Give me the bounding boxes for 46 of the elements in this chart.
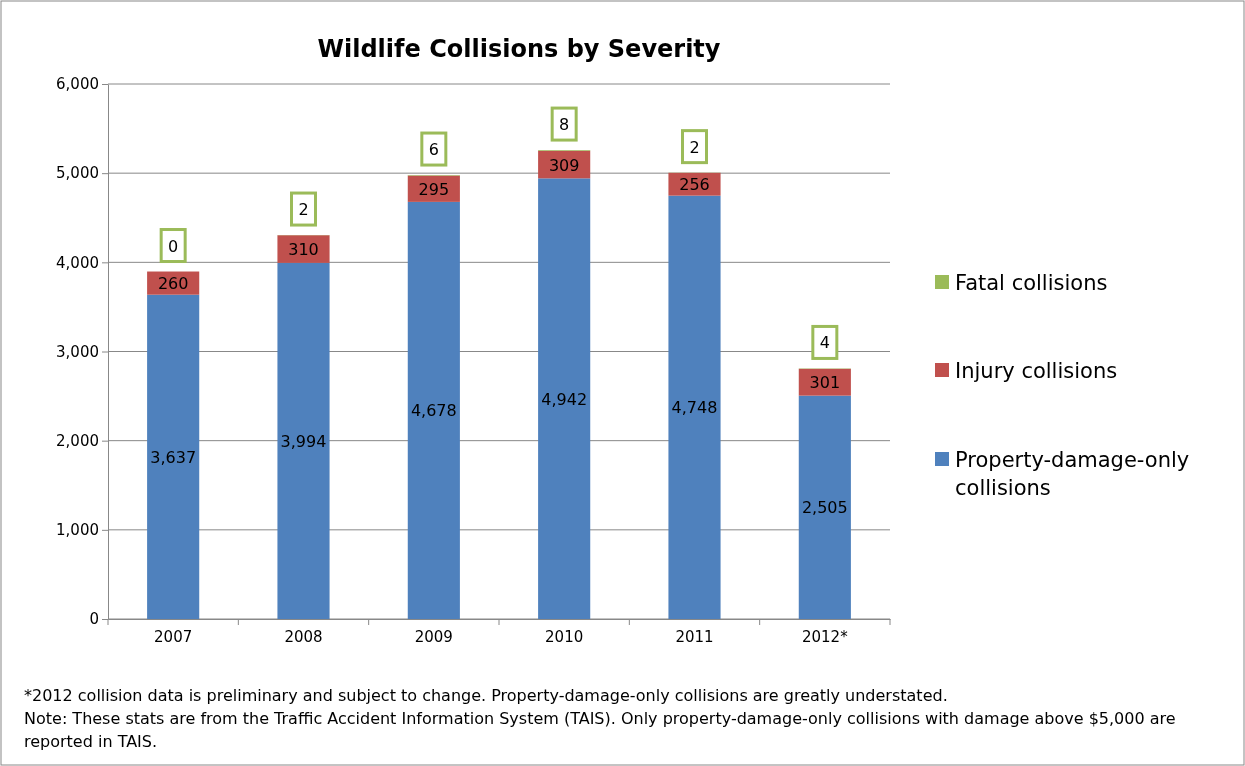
y-tick-label: 4,000 [56, 253, 99, 272]
x-tick-label: 2007 [154, 627, 193, 646]
data-label: 3,637 [150, 447, 197, 467]
bar [277, 262, 330, 619]
data-label: 310 [288, 240, 319, 260]
data-label: 2,505 [801, 498, 848, 518]
y-tick-label: 5,000 [56, 164, 99, 183]
data-label: 8 [559, 115, 570, 135]
legend-label: Injury collisions [955, 359, 1118, 383]
chart-title: Wildlife Collisions by Severity [317, 35, 721, 63]
data-label: 260 [157, 274, 189, 294]
data-label: 0 [168, 236, 179, 256]
data-label: 3,994 [280, 431, 327, 451]
data-label: 301 [809, 373, 841, 393]
bar [668, 195, 721, 619]
data-label: 4,942 [541, 389, 588, 409]
data-label: 2 [298, 200, 309, 220]
data-label: 4,748 [671, 398, 718, 418]
text: *2012 collision data is preliminary and subject to change. Property-damage-only collisions are greatly understated. [24, 686, 948, 705]
bar [798, 395, 851, 619]
x-tick-label: 2012* [801, 627, 849, 646]
data-label: 256 [679, 175, 710, 195]
y-tick-label: 2,000 [56, 431, 99, 450]
y-tick-label: 3,000 [56, 342, 99, 361]
legend-label: Fatal collisions [955, 271, 1108, 295]
data-label: 4,678 [410, 401, 457, 421]
data-label: 295 [418, 179, 450, 199]
data-label: 6 [428, 140, 439, 160]
data-label: 2 [689, 137, 700, 157]
x-tick-label: 2008 [284, 627, 323, 646]
bar [277, 235, 330, 263]
x-tick-label: 2009 [414, 627, 453, 646]
y-tick-label: 0 [89, 610, 99, 629]
legend-label: Property-damage-only collisions [955, 448, 1190, 500]
bar [407, 201, 460, 619]
bar [147, 294, 200, 619]
y-tick-label: 1,000 [56, 521, 99, 540]
bar [798, 368, 851, 396]
bar [668, 172, 721, 196]
y-tick-label: 6,000 [56, 75, 99, 94]
data-label: 309 [548, 155, 580, 175]
text: Note: These stats are from the Traffic Accident Information System (TAIS). Only property-damage-only collisions with damage above $5,000 are reported in TAIS. [24, 709, 1176, 751]
x-tick-label: 2011 [675, 627, 714, 646]
bar [538, 178, 591, 619]
x-tick-label: 2010 [545, 627, 584, 646]
data-label: 4 [819, 333, 830, 353]
